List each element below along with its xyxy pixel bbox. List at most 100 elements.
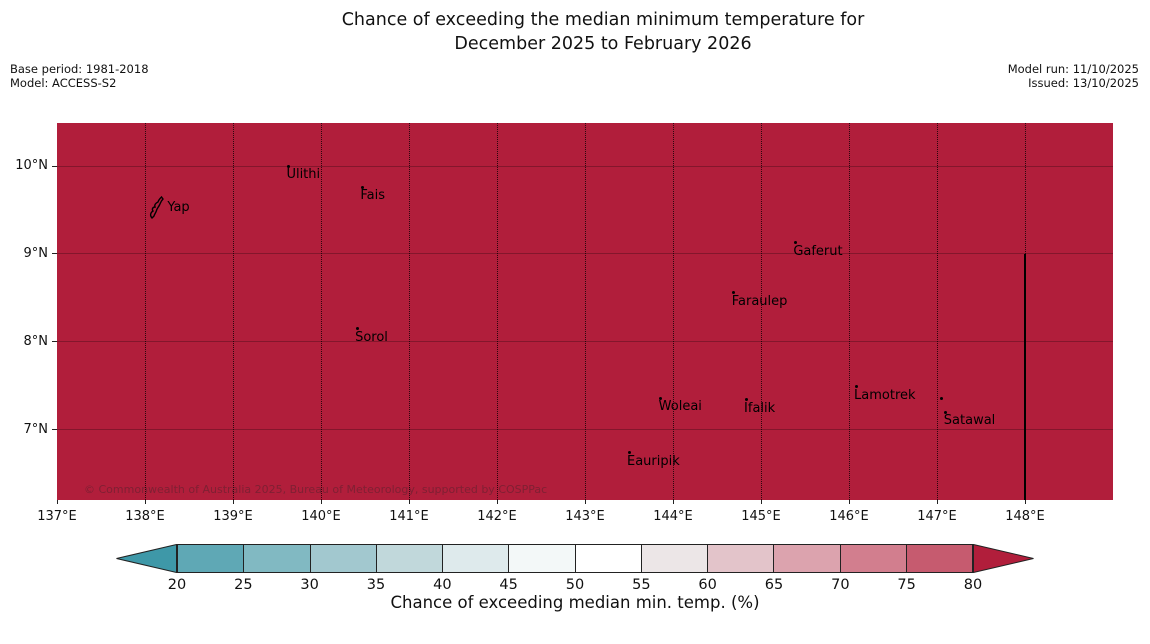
- colorbar-segment: [376, 545, 443, 572]
- colorbar: 20 25 30 35 40 45 50 55 60 65 70 75 80: [115, 544, 1035, 593]
- place-marker: [627, 451, 631, 455]
- colorbar-segment: [244, 545, 311, 572]
- lon-gridline: [232, 123, 234, 500]
- lon-tick-label: 145°E: [741, 509, 781, 524]
- lon-gridline: [584, 123, 586, 500]
- place-marker: [944, 410, 948, 414]
- lat-tick-label: 7°N: [23, 421, 49, 437]
- colorbar-tick-label: 30: [300, 577, 319, 593]
- colorbar-tick-label: 40: [433, 577, 452, 593]
- lon-tick-label: 137°E: [37, 509, 77, 524]
- lon-tick-label: 143°E: [565, 509, 605, 524]
- place-marker: [744, 398, 748, 402]
- colorbar-tick-label: 70: [831, 577, 850, 593]
- place-label: Ifalik: [744, 400, 776, 416]
- colorbar-segment: [906, 545, 972, 572]
- lon-tick: [409, 500, 410, 504]
- place-label: Satawal: [943, 413, 996, 429]
- copyright-text: © Commonwealth of Australia 2025, Bureau…: [84, 483, 548, 496]
- colorbar-tick-label: 65: [764, 577, 784, 593]
- lon-tick-label: 144°E: [653, 509, 693, 524]
- lon-tick: [233, 500, 234, 504]
- place-label: Ulithi: [286, 167, 321, 183]
- lon-tick: [57, 500, 58, 504]
- lon-tick-label: 141°E: [389, 509, 429, 524]
- lon-tick: [321, 500, 322, 504]
- lon-gridline: [936, 123, 938, 500]
- lon-gridline: [144, 123, 146, 500]
- lat-tick: [52, 253, 57, 255]
- lon-tick: [673, 500, 674, 504]
- title-line-1: Chance of exceeding the median minimum t…: [341, 10, 865, 30]
- lon-gridline: [408, 123, 410, 500]
- lon-tick-label: 138°E: [125, 509, 165, 524]
- place-marker: [360, 185, 364, 189]
- title-line-2: December 2025 to February 2026: [454, 34, 752, 54]
- colorbar-scale: [177, 544, 973, 573]
- colorbar-tick-label: 55: [632, 577, 651, 593]
- lat-tick-label: 8°N: [23, 333, 49, 349]
- colorbar-tick-label: 50: [565, 577, 585, 593]
- run-metadata: Model run: 11/10/2025 Issued: 13/10/2025: [1008, 62, 1139, 90]
- colorbar-segment: [708, 545, 775, 572]
- place-marker: [854, 385, 858, 389]
- colorbar-segment: [840, 545, 907, 572]
- model-run-text: Model run: 11/10/2025: [1007, 62, 1139, 76]
- yap-island-icon: [148, 195, 166, 225]
- lat-tick: [52, 165, 57, 167]
- lon-gridline: [672, 123, 674, 500]
- place-marker: [939, 396, 943, 400]
- lon-tick-label: 142°E: [477, 509, 517, 524]
- lon-tick: [761, 500, 762, 504]
- model-name-text: Model: ACCESS-S2: [10, 76, 117, 90]
- place-label: Lamotrek: [854, 387, 916, 403]
- model-metadata: Base period: 1981-2018 Model: ACCESS-S2: [10, 62, 149, 90]
- colorbar-over-arrow-icon: [973, 544, 1034, 573]
- colorbar-tick-label: 60: [698, 577, 717, 593]
- page-title: Chance of exceeding the median minimum t…: [28, 8, 1150, 56]
- lon-tick-label: 140°E: [301, 509, 341, 524]
- region-boundary-line: [1024, 253, 1026, 500]
- lon-gridline: [496, 123, 498, 500]
- lon-tick-label: 146°E: [829, 509, 869, 524]
- place-marker: [286, 164, 290, 168]
- lon-tick-label: 139°E: [213, 509, 253, 524]
- colorbar-tick-label: 80: [963, 577, 983, 593]
- issued-date-text: Issued: 13/10/2025: [1028, 76, 1139, 90]
- colorbar-tick-label: 75: [897, 577, 916, 593]
- colorbar-under-arrow-icon: [116, 544, 177, 573]
- lat-tick: [52, 341, 57, 343]
- colorbar-segment: [178, 545, 245, 572]
- colorbar-tick-label: 25: [234, 577, 253, 593]
- colorbar-axis-label: Chance of exceeding median min. temp. (%…: [390, 593, 760, 612]
- place-marker: [793, 241, 797, 244]
- place-label: Faraulep: [731, 293, 788, 309]
- lon-gridline: [320, 123, 322, 500]
- place-label: Woleai: [658, 399, 702, 415]
- lat-tick-label: 9°N: [23, 245, 49, 261]
- lon-tick: [849, 500, 850, 504]
- colorbar-segment: [310, 545, 377, 572]
- lon-tick: [937, 500, 938, 504]
- lon-gridline: [760, 123, 762, 500]
- base-period-text: Base period: 1981-2018: [10, 62, 149, 76]
- colorbar-segment: [641, 545, 708, 572]
- colorbar-tick-label: 35: [366, 577, 386, 593]
- colorbar-tick-label: 20: [167, 577, 187, 593]
- place-label: Gaferut: [793, 243, 843, 259]
- place-label: Eauripik: [627, 453, 680, 469]
- lon-tick: [1025, 500, 1026, 504]
- colorbar-segment: [575, 545, 642, 572]
- lon-tick: [585, 500, 586, 504]
- lon-tick-label: 147°E: [917, 509, 957, 524]
- lat-tick: [52, 429, 57, 431]
- colorbar-segment: [774, 545, 841, 572]
- map-canvas: © Commonwealth of Australia 2025, Bureau…: [57, 123, 1113, 500]
- lon-gridline: [848, 123, 850, 500]
- place-label: Sorol: [355, 329, 388, 345]
- colorbar-segment: [443, 545, 510, 572]
- lat-tick-label: 10°N: [15, 158, 48, 174]
- lon-tick: [497, 500, 498, 504]
- place-marker: [355, 327, 359, 331]
